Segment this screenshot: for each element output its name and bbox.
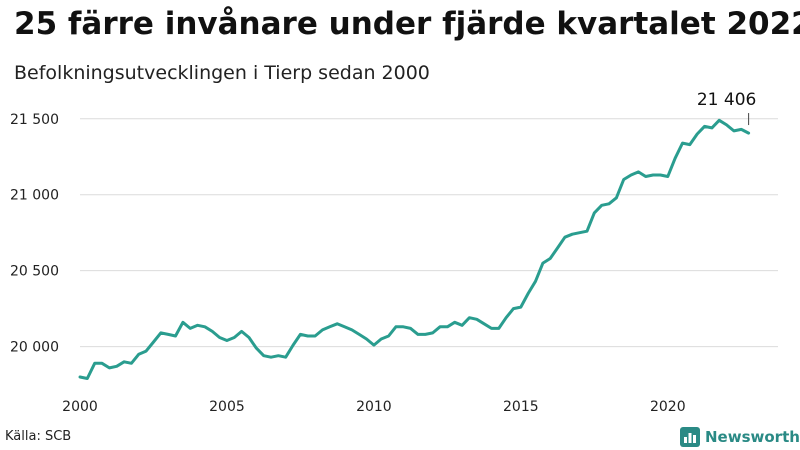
x-tick-label: 2000 xyxy=(62,399,98,415)
x-tick-label: 2005 xyxy=(209,399,245,415)
y-tick-label: 21 000 xyxy=(10,188,59,204)
y-tick-label: 21 500 xyxy=(10,112,59,128)
brand-name: Newsworthy xyxy=(705,428,800,446)
x-tick-label: 2010 xyxy=(356,399,392,415)
bar-chart-icon xyxy=(680,427,700,447)
chart-subtitle: Befolkningsutvecklingen i Tierp sedan 20… xyxy=(14,62,430,84)
chart-title: 25 färre invånare under fjärde kvartalet… xyxy=(14,6,800,42)
y-axis-ticks: 20 000 20 500 21 000 21 500 xyxy=(10,112,59,356)
x-axis-ticks: 2000 2005 2010 2015 2020 xyxy=(62,399,685,415)
grid-lines xyxy=(80,118,778,348)
brand-logo[interactable]: Newsworthy xyxy=(680,427,800,447)
source-note: Källa: SCB xyxy=(5,429,72,444)
series-line xyxy=(78,118,751,380)
annotation-layer: 21 406 xyxy=(697,90,756,126)
x-tick-label: 2015 xyxy=(503,399,539,415)
y-tick-label: 20 000 xyxy=(10,340,59,356)
y-tick-label: 20 500 xyxy=(10,264,59,280)
x-tick-label: 2020 xyxy=(650,399,686,415)
series-layer xyxy=(78,118,751,380)
annotation-label: 21 406 xyxy=(697,90,756,110)
